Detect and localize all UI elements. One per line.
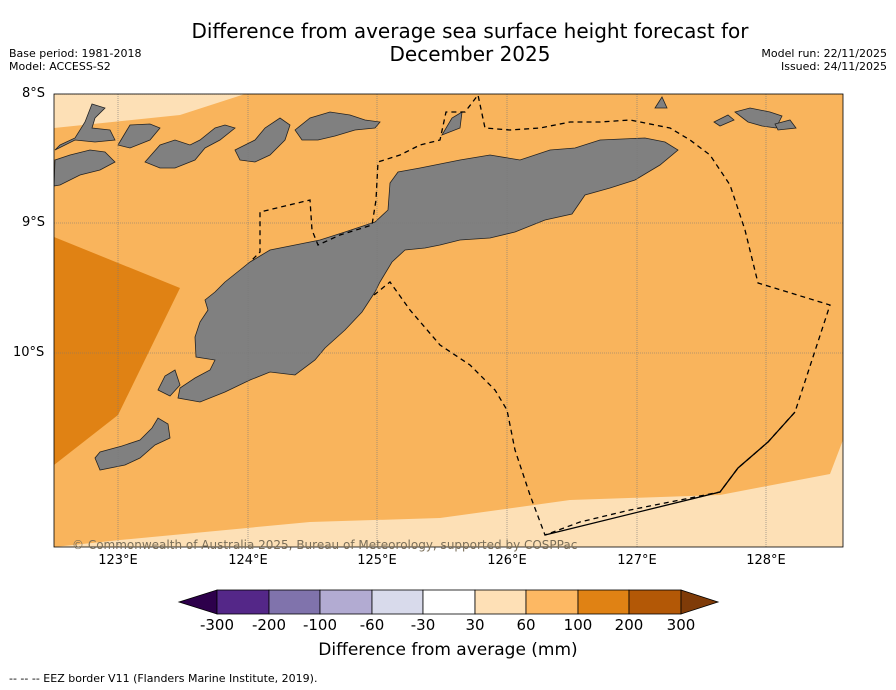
colorbar-tick: 100	[563, 616, 593, 634]
colorbar-tick: -60	[359, 616, 385, 634]
lon-label-125e: 125°E	[357, 553, 397, 568]
colorbar-seg-1	[216, 589, 270, 615]
colorbar-seg-6	[474, 589, 527, 615]
lon-label-123e: 123°E	[98, 553, 138, 568]
map-frame	[53, 93, 844, 548]
copyright-notice: © Commonwealth of Australia 2025, Bureau…	[72, 538, 578, 552]
babar-island-a	[734, 107, 783, 129]
ocean-30-60-south	[54, 440, 843, 547]
lat-label-10s: 10°S	[13, 345, 45, 360]
colorbar-seg-3	[319, 589, 373, 615]
colorbar-tick: -30	[410, 616, 436, 634]
lon-label-126e: 126°E	[487, 553, 527, 568]
colorbar-tick: -300	[199, 616, 235, 634]
colorbar-tick: 300	[666, 616, 696, 634]
ocean-30-60-north	[54, 94, 245, 128]
colorbar-extend-low	[177, 589, 218, 615]
title-line-1: Difference from average sea surface heig…	[191, 19, 749, 43]
colorbar-ticks: -300 -200 -100 -60 -30 30 60 100 200 300	[0, 616, 896, 636]
model-name: Model: ACCESS-S2	[9, 60, 111, 73]
meta-left: Base period: 1981-2018 Model: ACCESS-S2	[9, 47, 141, 73]
atauro-west-island	[117, 123, 161, 149]
issued-date: Issued: 24/11/2025	[780, 60, 887, 73]
colorbar	[177, 589, 720, 615]
babar-island-c	[713, 114, 735, 127]
lon-label-127e: 127°E	[617, 553, 657, 568]
colorbar-extend-high	[680, 589, 720, 615]
colorbar-seg-7	[525, 589, 579, 615]
babar-island-b	[774, 119, 797, 131]
lon-label-124e: 124°E	[228, 553, 268, 568]
lesser-island-b	[234, 117, 291, 163]
timor-island	[177, 137, 679, 403]
lon-label-128e: 128°E	[746, 553, 786, 568]
leti-island	[654, 96, 668, 109]
colorbar-tick: -100	[302, 616, 338, 634]
colorbar-seg-2	[268, 589, 321, 615]
ocean-100-200-west	[54, 237, 180, 465]
meta-right: Model run: 22/11/2025 Issued: 24/11/2025	[761, 47, 887, 73]
colorbar-label: Difference from average (mm)	[318, 640, 578, 660]
map-area	[54, 94, 843, 547]
lat-label-8s: 8°S	[22, 86, 46, 101]
chart-title: Difference from average sea surface heig…	[150, 20, 790, 66]
base-period: Base period: 1981-2018	[9, 47, 142, 60]
colorbar-tick: 60	[516, 616, 536, 634]
wetar-island	[294, 111, 381, 141]
model-run: Model run: 22/11/2025	[761, 47, 887, 60]
colorbar-tick: 200	[614, 616, 644, 634]
lat-label-9s: 9°S	[22, 215, 46, 230]
eez-border	[249, 94, 831, 536]
colorbar-tick: 30	[465, 616, 485, 634]
colorbar-seg-8	[577, 589, 630, 615]
graticule	[54, 94, 843, 547]
colorbar-tick: -200	[251, 616, 287, 634]
land	[54, 96, 797, 471]
colorbar-seg-9	[628, 589, 682, 615]
pantar-island	[54, 149, 116, 187]
title-line-2: December 2025	[389, 42, 551, 66]
colorbar-seg-5	[422, 589, 476, 615]
colorbar-seg-4	[371, 589, 424, 615]
eez-border-timor-leste	[249, 94, 831, 536]
lesser-island-a	[144, 124, 236, 169]
alor-island	[54, 103, 116, 151]
semau-island	[157, 369, 181, 397]
eez-footnote: -- -- -- EEZ border V11 (Flanders Marine…	[9, 672, 318, 685]
eez-border-solid	[544, 411, 796, 536]
rote-island	[94, 417, 171, 471]
